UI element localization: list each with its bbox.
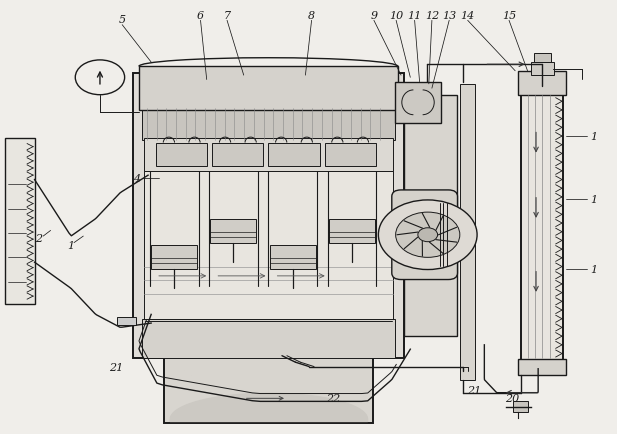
Bar <box>518 72 566 95</box>
Bar <box>164 356 373 423</box>
Bar <box>156 143 207 167</box>
Bar <box>531 63 554 76</box>
Bar <box>268 143 320 167</box>
Bar <box>142 108 395 141</box>
Bar <box>144 139 393 171</box>
Circle shape <box>75 61 125 95</box>
Circle shape <box>418 228 437 242</box>
Text: 1: 1 <box>67 240 75 250</box>
Text: 21: 21 <box>466 386 481 395</box>
Text: 15: 15 <box>502 11 516 21</box>
Circle shape <box>378 201 477 270</box>
Bar <box>144 171 393 321</box>
Bar <box>5 139 35 304</box>
Text: 1: 1 <box>590 264 598 274</box>
Text: 14: 14 <box>460 11 475 21</box>
Text: 4: 4 <box>133 174 141 184</box>
FancyBboxPatch shape <box>392 191 458 280</box>
Bar <box>325 143 376 167</box>
Bar <box>139 67 398 111</box>
Text: 21: 21 <box>109 362 123 372</box>
Circle shape <box>395 213 460 258</box>
Bar <box>142 319 395 358</box>
Text: 22: 22 <box>326 393 341 403</box>
Bar <box>270 245 316 269</box>
Bar <box>329 219 375 243</box>
Text: 2: 2 <box>35 234 43 243</box>
Bar <box>212 143 263 167</box>
Bar <box>404 95 457 336</box>
Bar <box>395 82 441 124</box>
Text: 5: 5 <box>118 16 126 25</box>
Text: 8: 8 <box>308 11 315 21</box>
Text: 1: 1 <box>590 132 598 141</box>
Text: 12: 12 <box>424 11 439 21</box>
Bar <box>210 219 257 243</box>
Bar <box>151 245 197 269</box>
Text: 20: 20 <box>505 394 520 403</box>
Bar <box>117 318 136 326</box>
Text: 9: 9 <box>370 11 378 21</box>
Bar <box>133 74 404 358</box>
Bar <box>518 359 566 375</box>
Text: 1: 1 <box>590 195 598 204</box>
Text: 7: 7 <box>223 11 231 21</box>
Text: 11: 11 <box>407 11 422 21</box>
Text: 10: 10 <box>389 11 404 21</box>
Bar <box>513 401 528 412</box>
Bar <box>460 85 475 380</box>
Bar <box>521 78 563 375</box>
Text: 6: 6 <box>197 11 204 21</box>
Bar <box>534 54 551 63</box>
Text: 13: 13 <box>442 11 457 21</box>
